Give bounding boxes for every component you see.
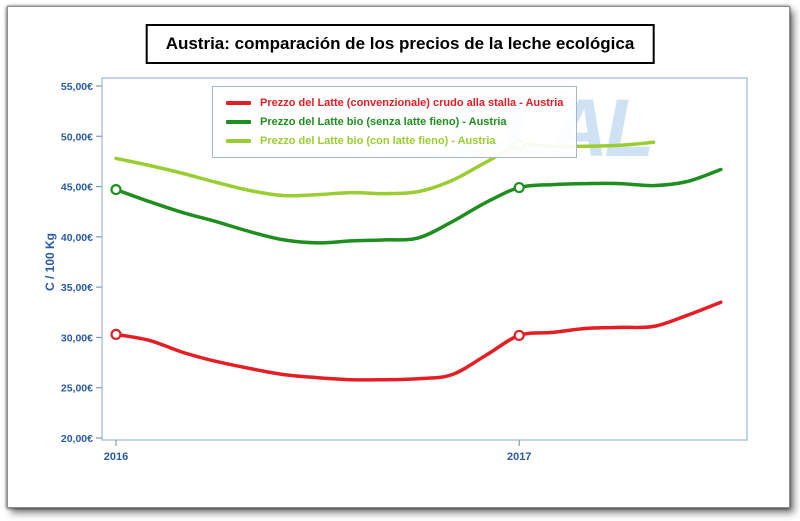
series-line-0	[114, 300, 723, 382]
series-marker-0	[513, 329, 525, 342]
legend-item-conventional: Prezzo del Latte (convenzionale) crudo a…	[226, 93, 563, 112]
dark-green-line-swatch-icon	[226, 119, 251, 124]
series-marker-0	[110, 328, 122, 341]
y-tick-label: 55,00€	[61, 81, 93, 93]
red-line-swatch-icon	[226, 100, 251, 105]
chart-legend: Prezzo del Latte (convenzionale) crudo a…	[212, 86, 578, 158]
y-tick-label: 45,00€	[61, 182, 93, 194]
legend-item-bio-con-fieno: Prezzo del Latte bio (con latte fieno) -…	[226, 131, 563, 150]
legend-label-conventional: Prezzo del Latte (convenzionale) crudo a…	[260, 96, 564, 109]
x-tick-label: 2016	[104, 451, 128, 463]
y-tick-label: 35,00€	[61, 282, 93, 294]
legend-label-bio-con-fieno: Prezzo del Latte bio (con latte fieno) -…	[260, 134, 496, 147]
series-marker-1	[513, 181, 525, 194]
y-tick-label: 30,00€	[61, 332, 93, 344]
y-tick-label: 40,00€	[61, 232, 93, 244]
plot-border	[101, 77, 748, 441]
light-green-line-swatch-icon	[226, 138, 251, 143]
legend-item-bio-senza-fieno: Prezzo del Latte bio (senza latte fieno)…	[226, 112, 563, 131]
price-line-chart: 55,00€ 50,00€ 45,00€ 40,00€ 35,00€ 30,00€ 25,0…	[43, 77, 748, 463]
series-line-1	[114, 167, 723, 245]
y-tick-label: 20,00€	[61, 433, 93, 445]
series-marker-1	[110, 183, 122, 196]
y-tick-label: 25,00€	[61, 383, 93, 395]
chart-area: CLAL 55,00€50,00€45,00€40,00€35,00€30,00…	[40, 70, 790, 490]
y-tick-label: 50,00€	[61, 131, 93, 143]
y-axis-title: C / 100 Kg	[43, 233, 57, 291]
page-title: Austria: comparación de los precios de l…	[145, 24, 655, 64]
x-tick-label: 2017	[507, 451, 531, 463]
legend-label-bio-senza-fieno: Prezzo del Latte bio (senza latte fieno)…	[260, 115, 507, 128]
